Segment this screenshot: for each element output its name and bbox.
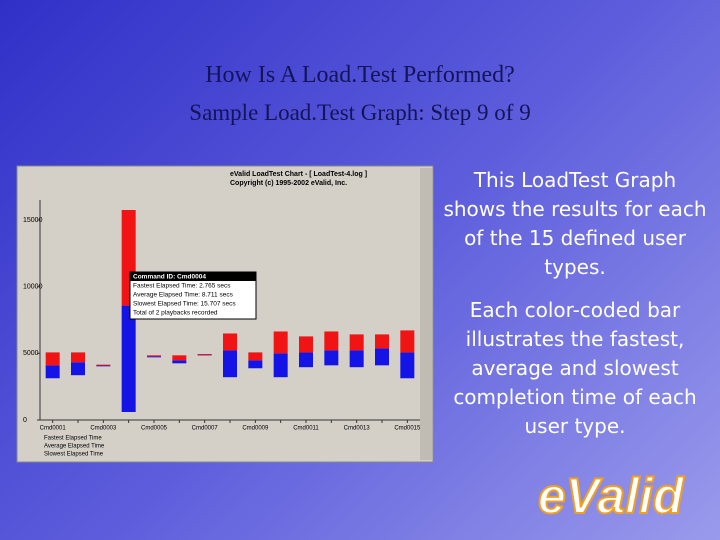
bar-upper [147,355,161,357]
legend-entry: Slowest Elapsed Time [44,452,104,458]
bar-upper [172,355,187,361]
x-tick-label: Cmd0009 [242,426,269,432]
bar-upper [273,331,288,354]
bar-upper [71,352,85,363]
bar-lower [400,352,415,379]
paragraph: This LoadTest Graph shows the results fo… [443,168,707,279]
tooltip-line: Fastest Elapsed Time: 2.765 secs [133,283,231,290]
tooltip-line: Average Elapsed Time: 8.711 secs [133,292,234,299]
bar-upper [45,352,60,366]
x-tick-label: Cmd0003 [90,426,117,432]
legend-entry: Fastest Elapsed Time [44,436,102,442]
bar-lower [324,350,339,366]
y-tick-label: 15000 [23,217,43,224]
bar-lower [96,365,111,367]
scrollbar [420,168,432,460]
tooltip-header [130,272,256,281]
bar-lower [273,353,288,378]
bar-lower [248,360,263,369]
bar-lower [45,365,60,379]
bar-upper [400,330,415,353]
bar-lower [121,305,136,412]
paragraph: Each color-coded bar illustrates the fas… [453,298,697,438]
y-tick-label: 5000 [23,350,39,357]
bar-upper [299,336,313,353]
window-copyright: Copyright (c) 1995-2002 eValid, Inc. [230,180,347,187]
window-title: eValid LoadTest Chart - [ LoadTest-4.log… [230,171,367,178]
x-tick-label: Cmd0005 [141,426,168,432]
bar-upper [197,354,212,355]
bar-upper [248,352,263,361]
bar-upper [96,364,111,366]
y-tick-label: 0 [23,417,27,424]
bar-lower [223,350,237,378]
bar-upper [223,333,237,351]
slide-title: How Is A Load.Test Performed? [205,62,515,88]
tooltip-line: Total of 2 playbacks recorded [133,310,218,317]
bar-lower [375,348,389,366]
tooltip-line: Command ID: Cmd0004 [133,274,206,281]
x-tick-label: Cmd0007 [192,426,219,432]
bar-upper [324,331,339,351]
legend-entry: Average Elapsed Time [44,444,105,450]
bar-lower [172,360,187,364]
bar-lower [71,362,85,376]
x-tick-label: Cmd0015 [394,426,421,432]
bar-upper [375,334,389,349]
y-tick-label: 10000 [23,284,43,291]
x-tick-label: Cmd0011 [293,426,319,432]
bar-lower [349,350,364,368]
bar-upper [349,334,364,351]
x-tick-label: Cmd0001 [40,426,67,432]
slide-subtitle: Sample Load.Test Graph: Step 9 of 9 [189,100,531,125]
x-tick-label: Cmd0013 [344,426,371,432]
tooltip-line: Slowest Elapsed Time: 15.707 secs [133,301,236,308]
logo: eValid [538,468,685,524]
bar-lower [147,356,161,358]
bar-lower [299,352,313,368]
